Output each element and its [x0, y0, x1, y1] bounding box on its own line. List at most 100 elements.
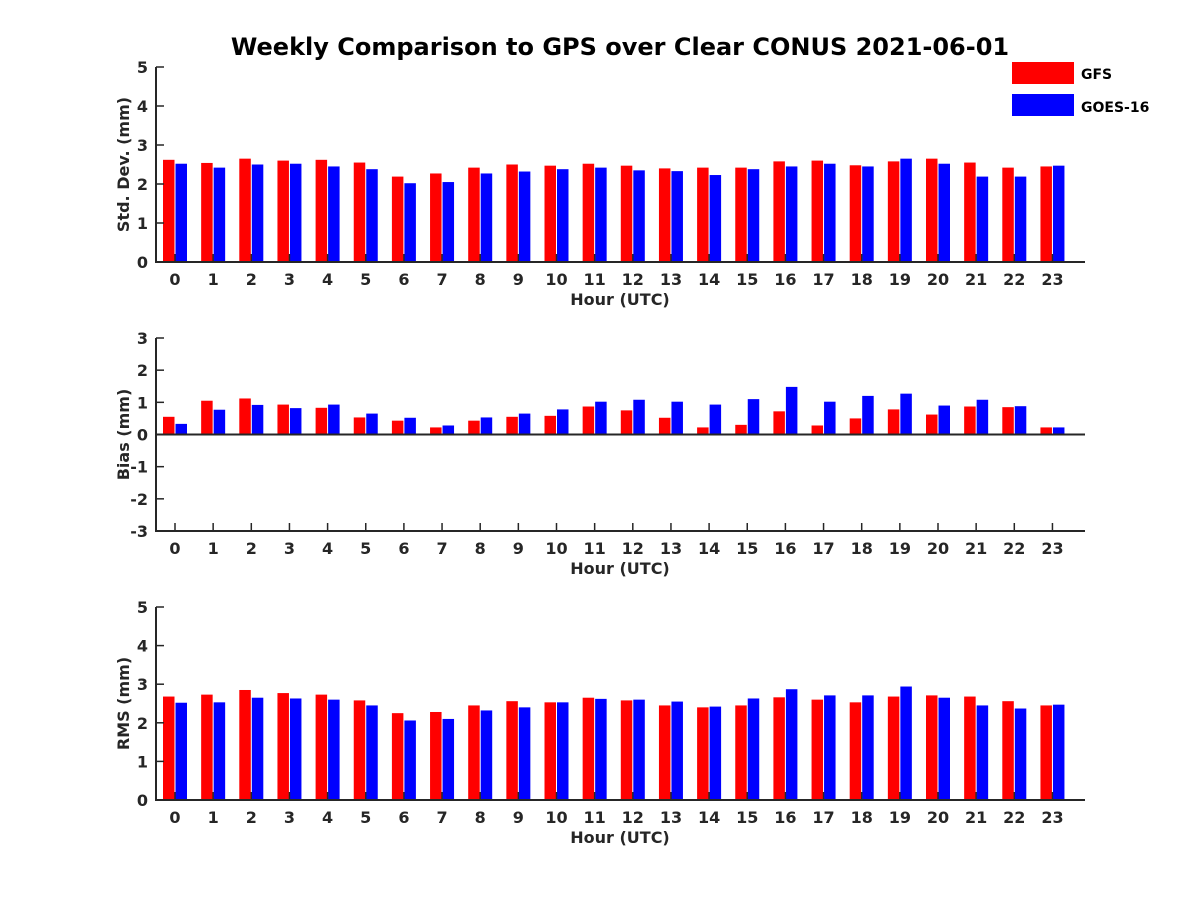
bar-gfs-hour-9: [506, 164, 518, 262]
bar-gfs-hour-14: [697, 427, 709, 435]
bar-gfs-hour-15: [735, 705, 747, 800]
bar-gfs-hour-20: [926, 158, 938, 262]
x-tick-label: 0: [169, 539, 180, 558]
bar-goes16-hour-11: [595, 698, 607, 800]
bar-goes16-hour-11: [595, 167, 607, 262]
x-tick-label: 12: [622, 270, 644, 289]
x-tick-label: 22: [1003, 808, 1025, 827]
bar-goes16-hour-10: [557, 169, 569, 262]
bar-gfs-hour-13: [658, 705, 671, 800]
bar-gfs-hour-12: [620, 165, 633, 262]
x-tick-label: 4: [322, 808, 333, 827]
bar-goes16-hour-15: [747, 399, 760, 435]
x-tick-label: 0: [169, 808, 180, 827]
bar-goes16-hour-13: [671, 171, 683, 262]
x-axis-label: Hour (UTC): [570, 290, 670, 309]
x-tick-label: 20: [927, 539, 949, 558]
bar-gfs-hour-12: [620, 700, 633, 800]
x-tick-label: 5: [360, 270, 371, 289]
bar-goes16-hour-18: [862, 695, 874, 800]
bar-goes16-hour-23: [1052, 704, 1065, 800]
bar-gfs-hour-10: [544, 702, 556, 800]
bar-gfs-hour-8: [468, 420, 480, 435]
bar-gfs-hour-13: [658, 168, 671, 262]
x-tick-label: 11: [584, 808, 606, 827]
x-tick-label: 21: [965, 808, 987, 827]
bar-goes16-hour-6: [404, 183, 416, 262]
y-tick-label: 0: [137, 426, 148, 445]
bar-gfs-hour-0: [163, 159, 175, 262]
y-tick-label: 3: [137, 136, 148, 155]
x-tick-label: 2: [246, 539, 257, 558]
x-tick-label: 14: [698, 808, 720, 827]
bar-goes16-hour-17: [824, 695, 836, 800]
bar-gfs-hour-11: [582, 163, 595, 262]
bar-gfs-hour-8: [468, 705, 480, 800]
bar-gfs-hour-4: [315, 694, 328, 800]
bar-goes16-hour-5: [366, 413, 378, 435]
x-tick-label: 14: [698, 270, 720, 289]
bar-goes16-hour-19: [900, 393, 912, 435]
x-tick-label: 23: [1041, 808, 1063, 827]
bar-gfs-hour-22: [1002, 407, 1014, 435]
bar-goes16-hour-18: [862, 166, 874, 262]
bar-goes16-hour-7: [442, 718, 455, 800]
bar-gfs-hour-0: [163, 416, 175, 435]
bar-goes16-hour-5: [366, 705, 378, 800]
bar-gfs-hour-1: [201, 694, 213, 800]
bar-gfs-hour-17: [811, 699, 824, 800]
x-tick-label: 18: [851, 539, 873, 558]
bar-goes16-hour-16: [785, 166, 798, 262]
bar-gfs-hour-6: [391, 176, 404, 262]
x-tick-label: 7: [436, 808, 447, 827]
x-tick-label: 1: [208, 808, 219, 827]
x-tick-label: 18: [851, 270, 873, 289]
x-tick-label: 12: [622, 808, 644, 827]
bar-goes16-hour-15: [747, 169, 760, 262]
y-tick-label: 1: [137, 393, 148, 412]
x-tick-label: 9: [513, 808, 524, 827]
x-tick-label: 18: [851, 808, 873, 827]
bar-goes16-hour-1: [213, 167, 226, 262]
bar-goes16-hour-6: [404, 417, 416, 435]
bar-goes16-hour-17: [824, 163, 836, 262]
y-tick-label: 5: [137, 58, 148, 77]
bar-gfs-hour-8: [468, 167, 480, 262]
x-tick-label: 19: [889, 539, 911, 558]
bar-goes16-hour-3: [289, 163, 302, 262]
x-tick-label: 17: [812, 808, 834, 827]
x-tick-label: 13: [660, 539, 682, 558]
x-tick-label: 23: [1041, 270, 1063, 289]
bar-gfs-hour-21: [964, 162, 976, 262]
bar-gfs-hour-18: [849, 702, 862, 800]
bar-gfs-hour-18: [849, 418, 862, 435]
x-tick-label: 0: [169, 270, 180, 289]
x-tick-label: 16: [774, 539, 796, 558]
x-tick-label: 16: [774, 808, 796, 827]
bar-gfs-hour-9: [506, 701, 518, 800]
x-tick-label: 14: [698, 539, 720, 558]
x-tick-label: 20: [927, 808, 949, 827]
bar-gfs-hour-18: [849, 165, 862, 262]
y-tick-label: 2: [137, 361, 148, 380]
x-tick-label: 23: [1041, 539, 1063, 558]
bar-goes16-hour-21: [976, 176, 989, 262]
bar-goes16-hour-4: [328, 699, 340, 800]
bar-goes16-hour-4: [328, 404, 340, 435]
x-tick-label: 4: [322, 270, 333, 289]
bar-goes16-hour-10: [557, 702, 569, 800]
bar-gfs-hour-22: [1002, 167, 1014, 262]
bar-gfs-hour-4: [315, 407, 328, 435]
x-tick-label: 10: [545, 808, 567, 827]
x-axis-label: Hour (UTC): [570, 559, 670, 578]
y-tick-label: 0: [137, 791, 148, 810]
bar-goes16-hour-0: [175, 423, 187, 435]
bar-gfs-hour-10: [544, 415, 556, 435]
x-tick-label: 6: [398, 808, 409, 827]
bar-goes16-hour-9: [518, 707, 531, 800]
x-tick-label: 22: [1003, 539, 1025, 558]
bar-goes16-hour-8: [480, 417, 493, 435]
